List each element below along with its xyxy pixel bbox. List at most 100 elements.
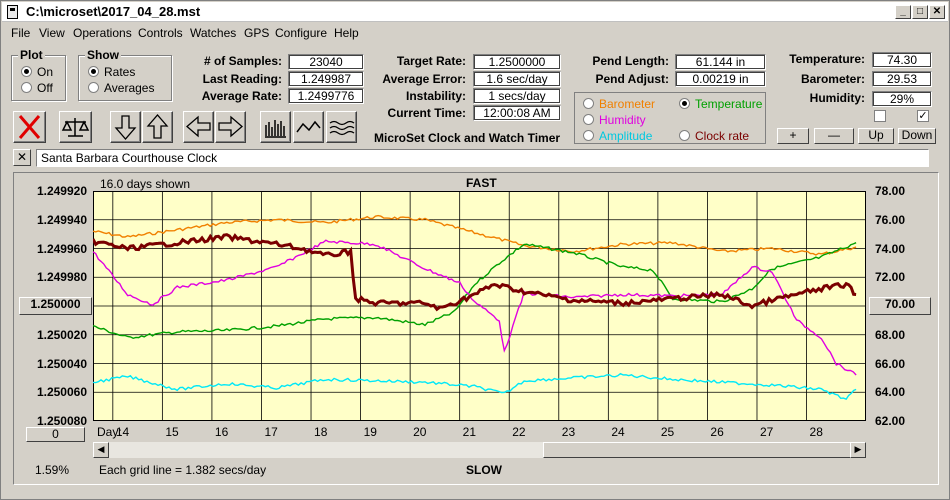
- clear-button[interactable]: [13, 111, 46, 143]
- series-clock-rate-radio[interactable]: Clock rate: [679, 129, 749, 143]
- target-rate-label: Target Rate:: [396, 54, 466, 68]
- show-averages-radio[interactable]: Averages: [88, 81, 154, 95]
- balance-scale-icon: [61, 118, 90, 137]
- up-button[interactable]: Up: [858, 128, 894, 144]
- last-reading-label: Last Reading:: [202, 72, 282, 86]
- series-line-clock-rate: [93, 233, 857, 312]
- right-tick-label: 76.00: [875, 212, 906, 227]
- slow-label: SLOW: [466, 463, 502, 477]
- arrow-left-button[interactable]: [183, 111, 214, 143]
- right-tick-label: 74.00: [875, 241, 906, 256]
- minimize-button[interactable]: _: [895, 5, 911, 19]
- maximize-button[interactable]: □: [912, 5, 928, 19]
- plot-on-radio[interactable]: On: [21, 65, 53, 79]
- right-tick-label: 62.00: [875, 414, 906, 428]
- temperature-label: Temperature:: [789, 52, 865, 66]
- minus-button[interactable]: —: [814, 128, 854, 144]
- series-select-group: Barometer Temperature Humidity Amplitude…: [574, 92, 766, 144]
- menu-gps[interactable]: GPS: [244, 26, 270, 40]
- plus-button[interactable]: +: [777, 128, 809, 144]
- series-line-barometer: [93, 214, 857, 256]
- wave-view-button[interactable]: [326, 111, 357, 143]
- x-tick-label: 26: [710, 425, 724, 439]
- left-zero-button[interactable]: 0: [26, 427, 85, 442]
- pend-length-label: Pend Length:: [592, 54, 669, 68]
- series-barometer-radio[interactable]: Barometer: [583, 97, 655, 111]
- show-rates-radio[interactable]: Rates: [88, 65, 135, 79]
- plot-off-radio[interactable]: Off: [21, 81, 53, 95]
- x-tick-label: 23: [561, 425, 576, 439]
- samples-field: 23040: [288, 54, 364, 70]
- app-subtitle: MicroSet Clock and Watch Timer: [374, 131, 561, 145]
- menu-controls[interactable]: Controls: [138, 26, 183, 40]
- left-tick-label: 1.250080: [36, 414, 87, 428]
- x-tick-label: 25: [660, 425, 675, 439]
- bars-view-button[interactable]: [260, 111, 291, 143]
- x-tick-label: 14: [115, 425, 130, 439]
- barometer-label: Barometer:: [800, 72, 865, 86]
- humidity-label: Humidity:: [809, 91, 865, 105]
- samples-label: # of Samples:: [203, 54, 282, 68]
- arrow-up-button[interactable]: [142, 111, 173, 143]
- left-tick-label: 1.250020: [36, 327, 87, 342]
- left-tick-label: 1.249980: [36, 270, 87, 285]
- arrow-right-button[interactable]: [215, 111, 246, 143]
- instability-label: Instability:: [405, 89, 466, 103]
- menu-help[interactable]: Help: [334, 26, 359, 40]
- show-group-label: Show: [85, 48, 121, 62]
- target-rate-field[interactable]: 1.2500000: [473, 54, 561, 70]
- left-tick-label: 1.250060: [36, 385, 87, 400]
- x-tick-label: 20: [413, 425, 427, 439]
- line-view-button[interactable]: [293, 111, 324, 143]
- percent-label: 1.59%: [35, 463, 70, 477]
- plot-group: Plot On Off: [11, 48, 66, 101]
- down-button[interactable]: Down: [898, 128, 936, 144]
- option-checkbox-1[interactable]: [874, 110, 886, 122]
- arrow-right-icon: [218, 115, 243, 138]
- pend-adjust-label: Pend Adjust:: [595, 72, 669, 86]
- menu-view[interactable]: View: [39, 26, 65, 40]
- x-tick-label: 19: [363, 425, 377, 439]
- center-value-button[interactable]: 1.250000: [19, 297, 92, 315]
- series-temperature-radio[interactable]: Temperature: [679, 97, 762, 111]
- instability-field: 1 secs/day: [473, 88, 561, 104]
- menu-file[interactable]: File: [11, 26, 31, 40]
- menu-bar: File View Operations Controls Watches GP…: [2, 23, 948, 43]
- scroll-right-button[interactable]: ▶: [850, 442, 866, 458]
- arrow-down-button[interactable]: [110, 111, 141, 143]
- clock-name-field[interactable]: Santa Barbara Courthouse Clock: [36, 149, 929, 167]
- horizontal-scrollbar[interactable]: ◀ ▶: [93, 442, 866, 458]
- arrow-up-icon: [146, 114, 169, 139]
- arrow-down-icon: [114, 115, 137, 140]
- right-tick-label: 72.00: [875, 270, 906, 285]
- x-tick-label: 16: [214, 425, 229, 439]
- x-tick-label: 28: [809, 425, 823, 439]
- arrow-left-icon: [186, 115, 211, 138]
- menu-watches[interactable]: Watches: [190, 26, 237, 40]
- right-tick-label: 64.00: [875, 385, 906, 400]
- series-amplitude-radio[interactable]: Amplitude: [583, 129, 652, 143]
- menu-configure[interactable]: Configure: [275, 26, 328, 40]
- x-tick-label: 15: [165, 425, 179, 439]
- pend-length-field[interactable]: 61.144 in: [675, 54, 766, 70]
- series-humidity-radio[interactable]: Humidity: [583, 113, 646, 127]
- menu-operations[interactable]: Operations: [73, 26, 132, 40]
- scroll-thumb[interactable]: [543, 442, 851, 458]
- balance-button[interactable]: [59, 111, 92, 143]
- window-title: C:\microset\2017_04_28.mst: [26, 4, 201, 19]
- series-line-amplitude: [93, 372, 857, 400]
- humidity-field: 29%: [872, 91, 932, 107]
- option-checkbox-2[interactable]: ✓: [917, 110, 929, 122]
- chart-plot: [93, 191, 866, 421]
- close-button[interactable]: ✕: [929, 5, 945, 19]
- clock-close-button[interactable]: ✕: [13, 149, 31, 166]
- x-tick-label: 24: [611, 425, 625, 439]
- plot-group-label: Plot: [18, 48, 45, 62]
- left-tick-label: 1.249940: [36, 212, 87, 227]
- right-tick-label: 78.00: [875, 184, 906, 198]
- days-shown-label: 16.0 days shown: [100, 177, 191, 191]
- left-tick-label: 1.249920: [36, 184, 87, 198]
- scroll-left-button[interactable]: ◀: [93, 442, 109, 458]
- right-center-button[interactable]: 70.00: [869, 297, 931, 315]
